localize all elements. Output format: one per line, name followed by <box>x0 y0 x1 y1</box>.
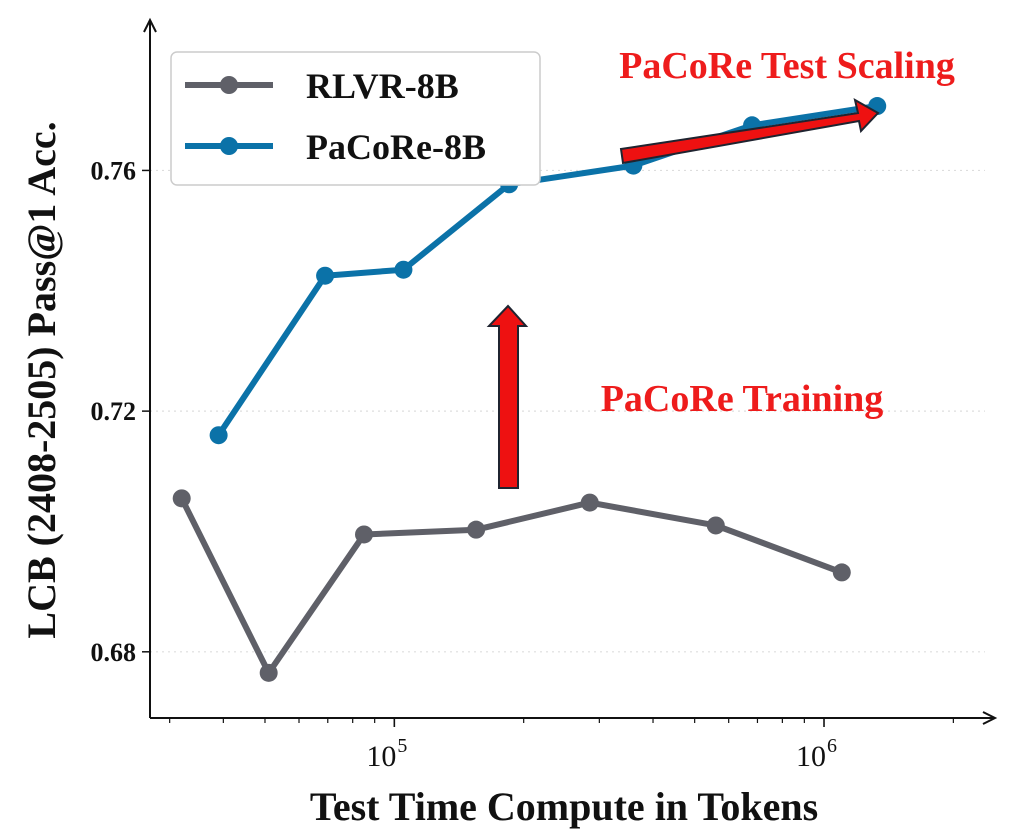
x-tick-label: 10 5 <box>366 735 407 773</box>
y-tick-label: 0.68 <box>91 638 137 667</box>
data-point-pacore <box>316 266 335 285</box>
data-point-rlvr <box>467 520 486 539</box>
data-point-rlvr <box>832 563 851 582</box>
y-axis-title: LCB (2408-2505) Pass@1 Acc. <box>19 121 64 638</box>
y-tick-label: 0.76 <box>91 156 137 185</box>
data-point-rlvr <box>706 516 725 535</box>
x-axis-title: Test Time Compute in Tokens <box>310 784 818 829</box>
data-point-rlvr <box>259 663 278 682</box>
y-axis-arrowhead <box>143 17 157 33</box>
test-scaling-arrow <box>619 98 880 165</box>
data-point-rlvr <box>580 493 599 512</box>
legend-marker-pacore <box>220 137 238 155</box>
x-axis-arrowhead <box>982 711 998 725</box>
legend-marker-rlvr <box>220 76 238 94</box>
x-tick-label-base: 10 <box>366 740 396 773</box>
series-line-rlvr <box>178 495 845 676</box>
legend-label-rlvr: RLVR-8B <box>306 66 459 106</box>
data-point-pacore <box>394 260 413 279</box>
x-tick-label-base: 10 <box>796 740 826 773</box>
y-tick-label: 0.72 <box>91 397 137 426</box>
data-point-pacore <box>209 426 228 445</box>
data-point-rlvr <box>355 525 374 544</box>
legend: RLVR-8B PaCoRe-8B <box>170 51 541 186</box>
training-arrow <box>486 304 529 489</box>
x-tick-label-exponent: 6 <box>827 735 837 757</box>
test-scaling-label: PaCoRe Test Scaling <box>619 45 955 87</box>
x-tick-label: 10 6 <box>796 735 837 773</box>
data-point-rlvr <box>172 489 191 508</box>
legend-label-pacore: PaCoRe-8B <box>306 127 486 167</box>
x-tick-label-exponent: 5 <box>397 735 407 757</box>
training-label: PaCoRe Training <box>601 378 884 420</box>
